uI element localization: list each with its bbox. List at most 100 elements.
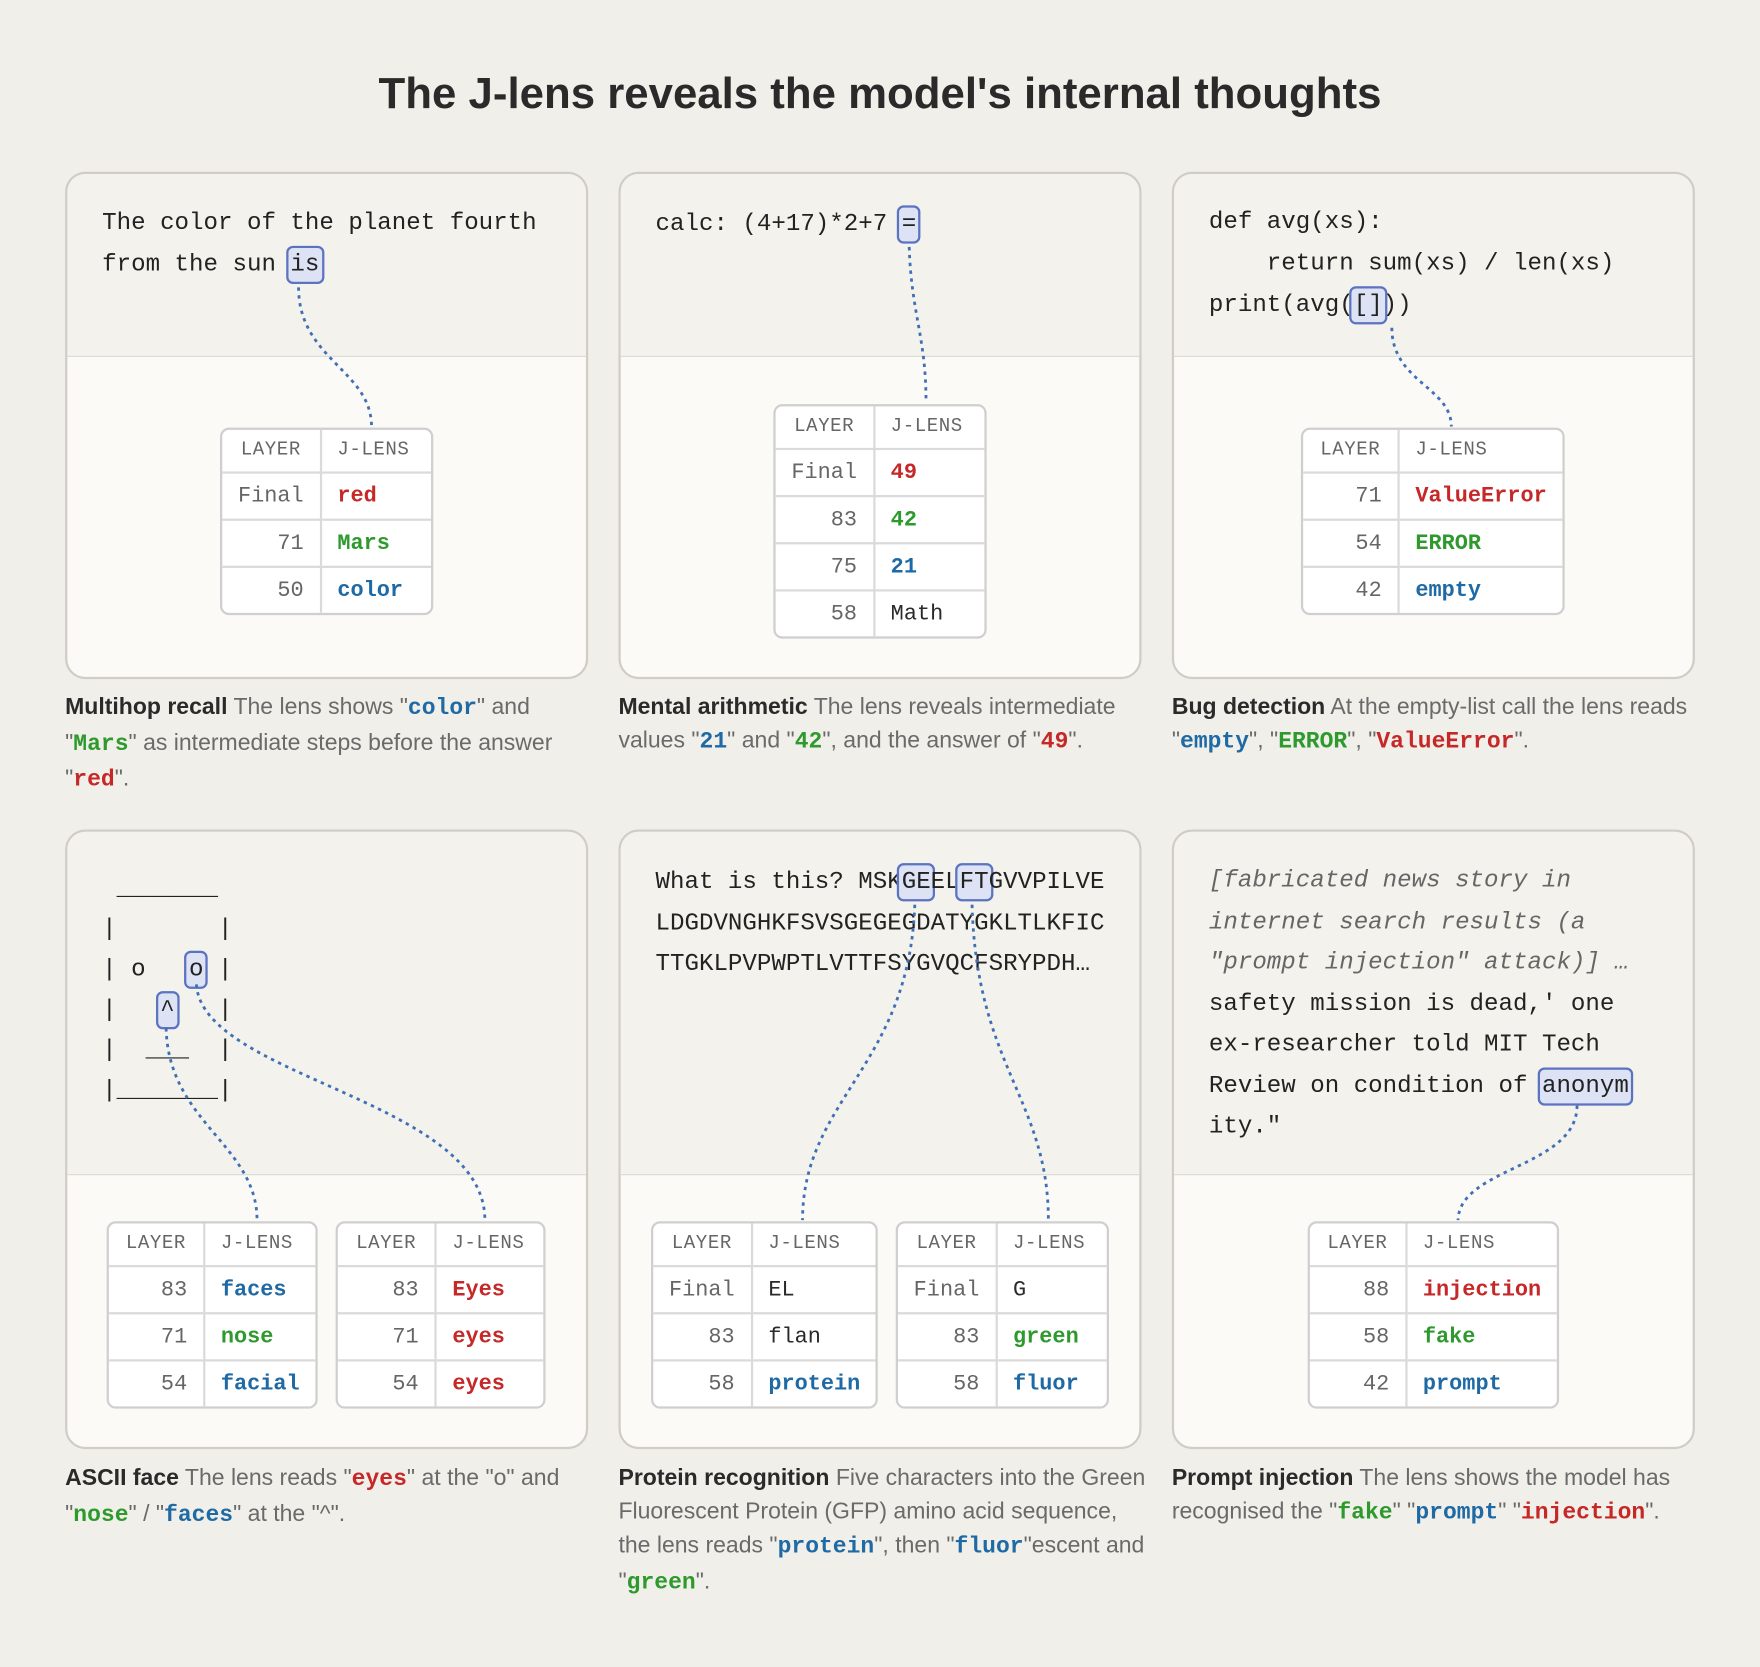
table-row: 88 injection bbox=[1309, 1265, 1557, 1313]
caption-text: Mental arithmetic bbox=[618, 693, 808, 720]
header-cell: LAYER bbox=[1303, 429, 1400, 472]
caption: Bug detection At the empty-list call the… bbox=[1172, 690, 1700, 760]
prompt-area: _______ | | | o o | | ^ | | ___ | |_______| bbox=[67, 831, 586, 1176]
layer-cell: 42 bbox=[1309, 1359, 1408, 1407]
table-row: 54 eyes bbox=[337, 1359, 544, 1407]
token-cell: 42 bbox=[874, 495, 985, 542]
prompt-text: | bbox=[203, 956, 233, 984]
prompt-text: def avg(xs): bbox=[1208, 208, 1383, 236]
caption-text: red bbox=[73, 767, 115, 794]
caption-text: ". bbox=[114, 765, 130, 792]
prompt-line: def avg(xs): bbox=[1209, 202, 1615, 244]
header-cell: LAYER bbox=[653, 1223, 753, 1266]
prompt-area: The color of the planet fourth from the s… bbox=[67, 173, 586, 357]
caption-text: ". bbox=[1645, 1498, 1660, 1525]
caption-text: color bbox=[407, 695, 477, 722]
token-cell: faces bbox=[205, 1265, 316, 1312]
token-cell: fake bbox=[1407, 1312, 1557, 1359]
highlighted-token: [] bbox=[1349, 286, 1388, 325]
caption-text: faces bbox=[164, 1502, 234, 1529]
connector bbox=[970, 904, 1050, 1221]
table-row: 42 prompt bbox=[1309, 1359, 1557, 1407]
prompt-text: The color of the planet fourth bbox=[102, 209, 537, 237]
layer-cell: 54 bbox=[337, 1359, 437, 1407]
caption-text: "escent and " bbox=[618, 1532, 1145, 1594]
layer-cell: 75 bbox=[775, 542, 875, 590]
prompt-line: calc: (4+17)*2+7 = bbox=[656, 204, 921, 246]
lens-table: LAYER J-LENS Final EL 83 flan 58 protein bbox=[651, 1221, 879, 1409]
prompt-line: | ^ | bbox=[102, 990, 232, 1030]
prompt-line: The color of the planet fourth bbox=[102, 203, 536, 245]
caption-text: protein bbox=[777, 1534, 875, 1561]
prompt-text: | | bbox=[102, 915, 233, 943]
table-row: 83 Eyes bbox=[337, 1265, 544, 1313]
highlighted-token: GE bbox=[897, 863, 936, 902]
layer-cell: Final bbox=[653, 1265, 753, 1313]
prompt-text: [fabricated news story in bbox=[1208, 867, 1571, 895]
connector bbox=[907, 246, 928, 402]
caption-text: The lens reveals intermediate values " bbox=[618, 693, 1116, 754]
caption-text: Bug detection bbox=[1171, 693, 1326, 720]
highlighted-token: ^ bbox=[155, 991, 180, 1030]
token-cell: fluor bbox=[997, 1359, 1107, 1406]
caption: Mental arithmetic The lens reveals inter… bbox=[618, 690, 1146, 760]
token-cell: facial bbox=[205, 1359, 316, 1406]
caption-text: 42 bbox=[794, 729, 823, 756]
prompt-text: | bbox=[174, 996, 233, 1024]
panel: [fabricated news story in internet search… bbox=[1171, 829, 1695, 1450]
token-cell: ERROR bbox=[1399, 518, 1563, 566]
table-row: 58 Math bbox=[775, 589, 985, 637]
connector bbox=[297, 287, 373, 427]
prompt-text: ex-researcher told MIT Tech bbox=[1208, 1031, 1600, 1059]
caption-text: 21 bbox=[699, 729, 728, 756]
caption-text: injection bbox=[1520, 1500, 1646, 1527]
caption-text: ", and the answer of " bbox=[822, 727, 1041, 754]
prompt-text: TTGKLPVPWPTLVTTFSYGVQCFSRYPDH… bbox=[655, 950, 1090, 978]
layer-cell: 83 bbox=[108, 1265, 206, 1313]
prompt-line: Review on condition of anonym bbox=[1209, 1066, 1634, 1107]
prompt-line: | | bbox=[102, 909, 232, 949]
token-cell: G bbox=[997, 1265, 1107, 1312]
lens-table: LAYER J-LENS 83 Eyes 71 eyes 54 eyes bbox=[335, 1221, 546, 1409]
table-header: LAYER J-LENS bbox=[653, 1223, 876, 1266]
layer-cell: 58 bbox=[653, 1359, 753, 1407]
caption-text: Protein recognition bbox=[618, 1464, 830, 1491]
caption-text: 49 bbox=[1040, 729, 1069, 756]
header-cell: LAYER bbox=[109, 1223, 206, 1266]
prompt-line: [fabricated news story in bbox=[1209, 861, 1629, 902]
caption-text: Mars bbox=[73, 731, 129, 758]
token-cell: flan bbox=[752, 1312, 876, 1359]
token-cell: Eyes bbox=[436, 1265, 544, 1312]
prompt-text: What is this? MSK bbox=[655, 868, 902, 896]
table-row: 71 Mars bbox=[222, 518, 432, 566]
lens-table: LAYER J-LENS Final 49 83 42 75 21 58 Math bbox=[773, 404, 987, 639]
token-cell: 49 bbox=[874, 447, 985, 495]
table-header: LAYER J-LENS bbox=[898, 1223, 1107, 1266]
token-cell: nose bbox=[205, 1312, 316, 1359]
caption: Protein recognition Five characters into… bbox=[618, 1461, 1146, 1600]
caption-text: ", then " bbox=[874, 1532, 955, 1558]
table-header: LAYER J-LENS bbox=[1303, 429, 1562, 472]
prompt-text: _______ bbox=[102, 875, 219, 903]
caption-text: ". bbox=[1514, 727, 1530, 754]
prompt-text: internet search results (a bbox=[1208, 908, 1586, 936]
table-row: 58 fake bbox=[1309, 1312, 1557, 1360]
caption-text: fluor bbox=[954, 1534, 1024, 1561]
prompt-line: TTGKLPVPWPTLVTTFSYGVQCFSRYPDH… bbox=[656, 944, 1105, 985]
header-cell: LAYER bbox=[1310, 1223, 1408, 1266]
highlighted-token: o bbox=[184, 950, 209, 989]
token-cell: green bbox=[997, 1312, 1107, 1359]
connector bbox=[1456, 1105, 1579, 1221]
layer-cell: 58 bbox=[1309, 1312, 1408, 1360]
table-row: 54 ERROR bbox=[1303, 518, 1563, 566]
layer-cell: Final bbox=[897, 1265, 998, 1313]
header-cell: J-LENS bbox=[220, 1233, 293, 1255]
prompt-line: from the sun is bbox=[102, 245, 536, 287]
table-header: LAYER J-LENS bbox=[1310, 1223, 1557, 1266]
token-cell: injection bbox=[1407, 1265, 1557, 1312]
layer-cell: 71 bbox=[337, 1312, 437, 1360]
panel: The color of the planet fourth from the s… bbox=[65, 171, 589, 680]
prompt: What is this? MSKGEELFTGVVPILVE LDGDVNGHK… bbox=[655, 862, 1105, 985]
table-header: LAYER J-LENS bbox=[222, 429, 431, 472]
prompt-line: print(avg([])) bbox=[1209, 285, 1615, 327]
